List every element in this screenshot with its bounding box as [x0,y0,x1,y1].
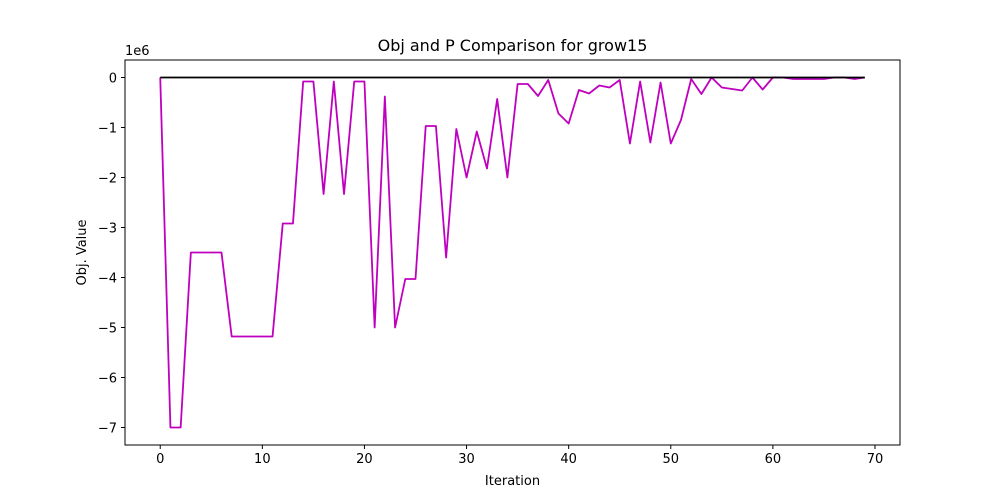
plot-lines [159,76,865,429]
series-line-obj [159,76,865,429]
x-tick-label: 20 [356,452,373,467]
y-tick-label: −6 [98,372,117,387]
x-tick-label: 70 [867,452,884,467]
plot-frame [124,59,901,446]
y-offset-text: 1e6 [125,44,150,59]
x-tick-label: 50 [662,452,679,467]
y-tick-label: −4 [98,272,117,287]
y-tick-label: −2 [98,172,117,187]
x-tick-label: 0 [156,452,164,467]
chart-title: Obj and P Comparison for grow15 [378,36,648,55]
x-tick-label: 60 [765,452,782,467]
x-tick-label: 10 [254,452,271,467]
y-tick-label: −3 [98,222,117,237]
x-axis-ticks: 0 10 20 30 40 50 60 70 [156,445,883,467]
x-axis-label: Iteration [485,474,540,489]
x-tick-label: 40 [560,452,577,467]
y-tick-label: 0 [109,72,117,87]
x-tick-label: 30 [458,452,475,467]
y-tick-label: −5 [98,322,117,337]
y-tick-label: −1 [98,122,117,137]
y-axis-ticks: 0 −1 −2 −3 −4 −5 −6 −7 [98,72,125,437]
y-axis-label: Obj. Value [75,219,90,285]
y-tick-label: −7 [98,422,117,437]
